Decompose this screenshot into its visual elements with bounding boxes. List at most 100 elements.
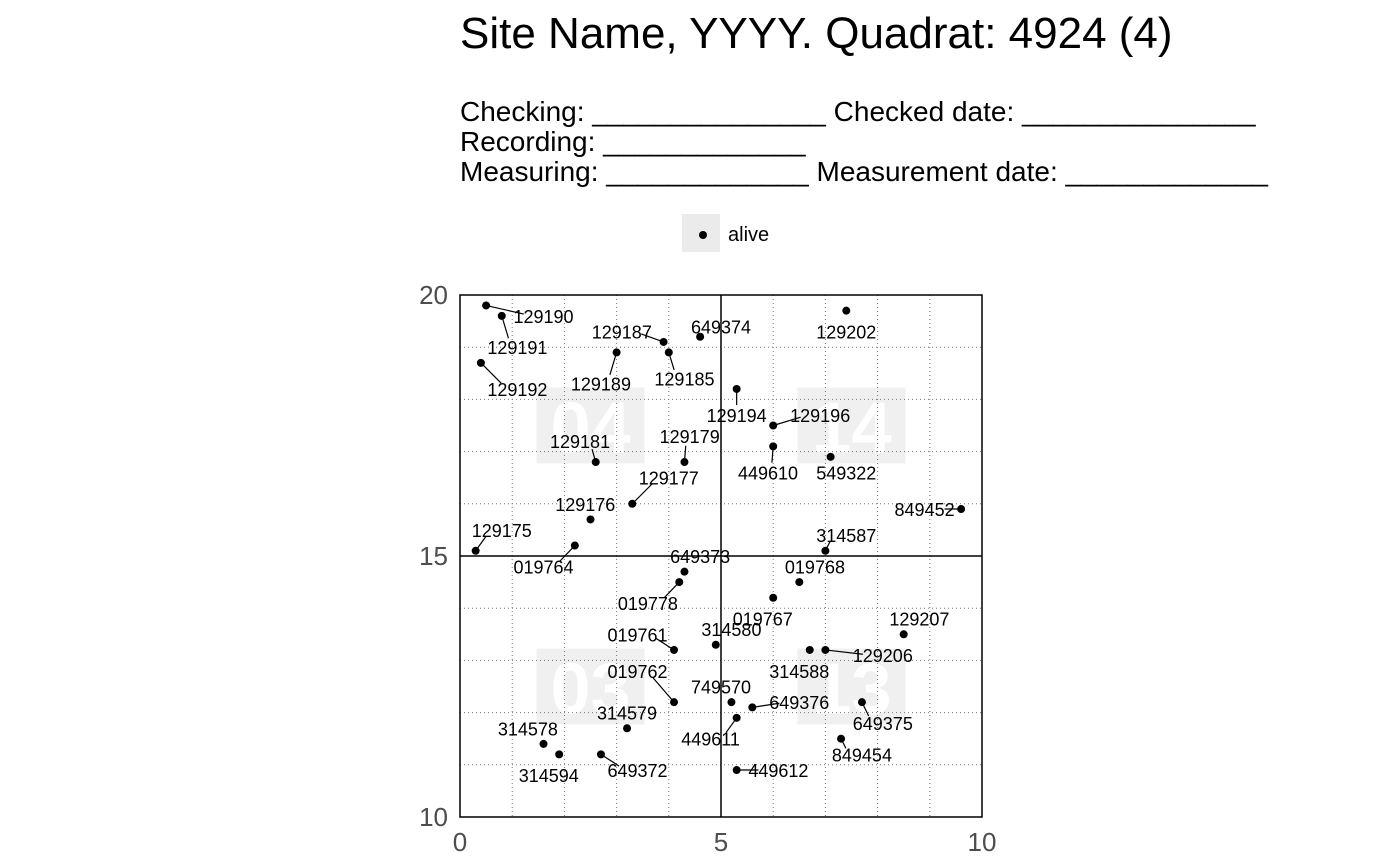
tree-point bbox=[732, 766, 741, 775]
subquadrat-label-bg bbox=[797, 387, 906, 464]
tree-tag-label: 314587 bbox=[816, 526, 876, 546]
x-tick-label: 0 bbox=[453, 827, 467, 857]
subquadrat-label-bg bbox=[797, 648, 906, 725]
tree-point bbox=[612, 348, 621, 357]
tree-point bbox=[471, 546, 480, 555]
leader-line bbox=[825, 649, 863, 655]
tree-tag-label: 129179 bbox=[660, 427, 720, 447]
tree-tag-label: 314580 bbox=[701, 620, 761, 640]
tree-tag-label: 449610 bbox=[738, 463, 798, 483]
tree-tag-label: 129196 bbox=[790, 406, 850, 426]
tree-point bbox=[899, 630, 908, 639]
tree-point bbox=[476, 358, 485, 367]
tree-point bbox=[670, 698, 679, 707]
tree-point bbox=[732, 384, 741, 393]
tree-tag-label: 129175 bbox=[472, 521, 532, 541]
tree-tag-label: 129181 bbox=[550, 432, 610, 452]
tree-point bbox=[826, 452, 835, 461]
tree-tag-label: 129202 bbox=[816, 323, 876, 343]
tree-tag-label: 849452 bbox=[895, 500, 955, 520]
tree-point bbox=[842, 306, 851, 315]
tree-point bbox=[596, 750, 605, 759]
tree-tag-label: 849454 bbox=[832, 745, 892, 765]
tree-tag-label: 649376 bbox=[769, 693, 829, 713]
legend-label: alive bbox=[728, 224, 770, 246]
tree-tag-label: 649374 bbox=[691, 317, 751, 337]
tree-tag-label: 129194 bbox=[707, 406, 767, 426]
tree-tag-label: 314594 bbox=[519, 766, 579, 786]
tree-point bbox=[957, 505, 966, 514]
subquadrat-label-bg bbox=[536, 648, 645, 725]
subquadrat-label-bg bbox=[536, 387, 645, 464]
y-tick-label: 20 bbox=[419, 280, 448, 310]
leader-line bbox=[480, 362, 502, 384]
measuring-line: Measuring: _____________ Measurement dat… bbox=[460, 156, 1268, 187]
tree-tag-label: 129189 bbox=[571, 375, 631, 395]
tree-point bbox=[555, 750, 564, 759]
tree-tag-label: 019778 bbox=[618, 594, 678, 614]
tree-point bbox=[659, 337, 668, 346]
tree-point bbox=[795, 578, 804, 587]
tree-tag-label: 129192 bbox=[487, 380, 547, 400]
x-tick-label: 5 bbox=[714, 827, 728, 857]
leader-line bbox=[485, 304, 524, 315]
tree-tag-label: 649372 bbox=[607, 761, 667, 781]
recording-line: Recording: _____________ bbox=[460, 126, 806, 157]
legend-dot-icon bbox=[699, 231, 707, 239]
tree-point bbox=[821, 645, 830, 654]
tree-point bbox=[748, 703, 757, 712]
tree-tag-label: 019762 bbox=[607, 662, 667, 682]
y-tick-label: 15 bbox=[419, 541, 448, 571]
tree-point bbox=[769, 593, 778, 602]
tree-point bbox=[570, 541, 579, 550]
tree-point bbox=[623, 724, 632, 733]
tree-point bbox=[769, 421, 778, 430]
tree-point bbox=[482, 301, 491, 310]
tree-tag-label: 749570 bbox=[691, 678, 751, 698]
tree-tag-label: 649375 bbox=[853, 714, 913, 734]
tree-point bbox=[680, 458, 689, 467]
leader-line bbox=[652, 676, 675, 703]
tree-point bbox=[732, 713, 741, 722]
tree-tag-label: 019767 bbox=[733, 610, 793, 630]
tree-point bbox=[769, 442, 778, 451]
tree-point bbox=[805, 645, 814, 654]
tree-point bbox=[837, 734, 846, 743]
tree-point bbox=[821, 546, 830, 555]
tree-tag-label: 129177 bbox=[639, 469, 699, 489]
leader-line bbox=[773, 416, 801, 427]
tree-point bbox=[670, 645, 679, 654]
tree-point bbox=[680, 567, 689, 576]
plot-border bbox=[459, 294, 983, 818]
tree-tag-label: 314579 bbox=[597, 704, 657, 724]
tree-point bbox=[591, 458, 600, 467]
tree-tag-label: 129187 bbox=[592, 323, 652, 343]
subquadrat-label: 13 bbox=[811, 650, 891, 730]
legend-key bbox=[682, 214, 720, 252]
tree-point bbox=[696, 332, 705, 341]
tree-point bbox=[727, 698, 736, 707]
tree-tag-label: 019761 bbox=[607, 625, 667, 645]
tree-tag-label: 449611 bbox=[681, 730, 740, 750]
tree-tag-label: 129191 bbox=[487, 338, 547, 358]
tree-point bbox=[539, 739, 548, 748]
chart-title: Site Name, YYYY. Quadrat: 4924 (4) bbox=[460, 9, 1173, 58]
tree-tag-label: 129207 bbox=[889, 610, 949, 630]
leader-line bbox=[631, 483, 653, 505]
tree-tag-label: 019764 bbox=[513, 557, 573, 577]
subquadrat-label: 04 bbox=[550, 389, 630, 469]
tree-tag-label: 314578 bbox=[498, 719, 558, 739]
leader-line bbox=[752, 702, 780, 708]
tree-point bbox=[857, 698, 866, 707]
subquadrat-label: 03 bbox=[550, 650, 630, 730]
tree-tag-label: 549322 bbox=[816, 463, 876, 483]
checking-line: Checking: _______________ Checked date: … bbox=[460, 96, 1256, 127]
y-tick-label: 10 bbox=[419, 802, 448, 832]
tree-tag-label: 314588 bbox=[769, 662, 829, 682]
tree-point bbox=[586, 515, 595, 524]
tree-tag-label: 649373 bbox=[670, 547, 730, 567]
tree-tag-label: 449612 bbox=[748, 761, 808, 781]
tree-tag-label: 019768 bbox=[785, 557, 845, 577]
tree-point bbox=[664, 348, 673, 357]
